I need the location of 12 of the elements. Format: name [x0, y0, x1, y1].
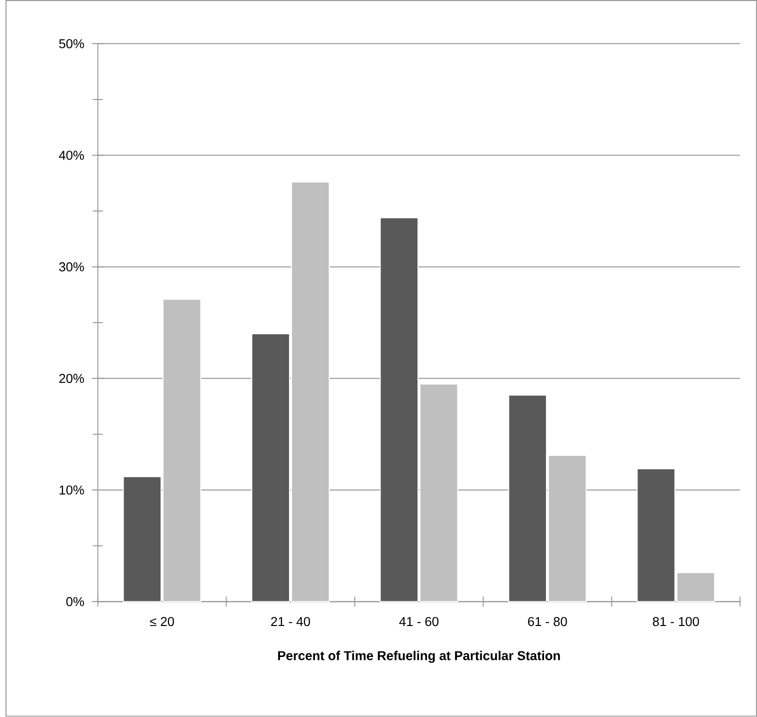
y-tick-label: 10% — [60, 486, 84, 495]
y-tick-label: 40% — [58, 150, 84, 160]
y-tick-label: 50% — [59, 39, 84, 48]
x-tick-label: 41 - 60 — [399, 617, 438, 626]
y-tick-label: 0% — [66, 597, 84, 606]
x-tick-label: 61 - 80 — [528, 617, 567, 626]
x-tick-label: 21 - 40 — [271, 617, 310, 626]
x-tick-label: ≤ 20 — [150, 617, 174, 626]
y-tick-label: 20% — [59, 374, 84, 384]
x-tick-label: 81 - 100 — [652, 617, 699, 626]
x-axis-title: Percent of Time Refueling at Particular Station — [278, 650, 560, 663]
y-tick-label: 30% — [59, 262, 84, 272]
